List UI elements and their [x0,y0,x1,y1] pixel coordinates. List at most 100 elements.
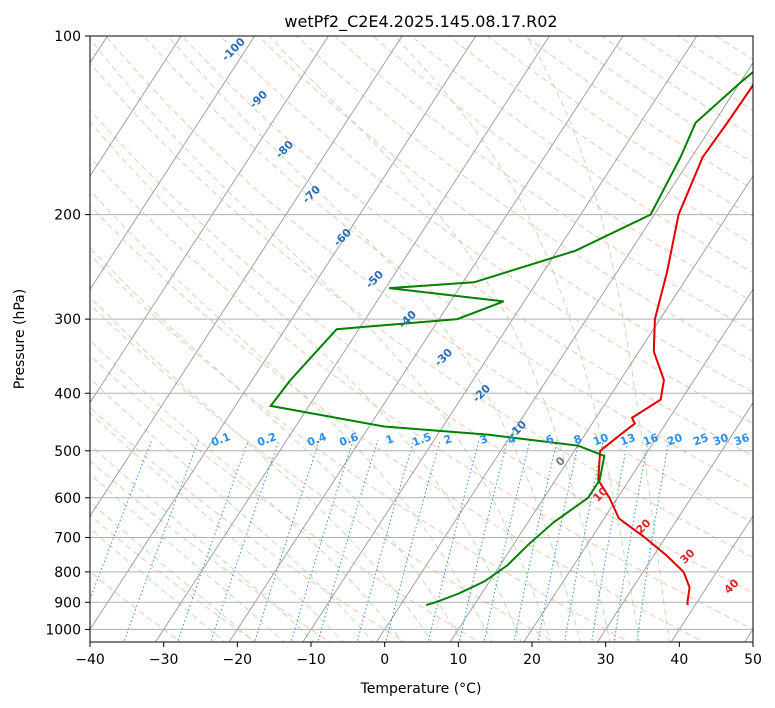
mixing-ratio-label: 0.2 [255,430,278,449]
x-tick-label: −10 [296,652,326,668]
moist-adiabat-line [90,527,226,642]
y-tick-label: 1000 [45,622,81,638]
temperature-label: 20 [634,516,654,536]
isotherm-label: -40 [396,308,419,331]
isotherm-line [90,36,477,631]
moist-adiabat-line [268,36,611,642]
mixing-ratio-line [537,440,580,642]
x-tick-label: 30 [597,652,615,668]
isotherm-line [744,628,753,642]
dry-adiabat-line [90,354,481,642]
mixing-ratio-line [254,440,320,642]
mixing-ratio-line [177,440,249,642]
y-tick-label: 200 [54,208,81,224]
y-axis-ticks: 100 200 300 400 500 600 700 800 900 1000 [45,29,90,638]
dry-adiabat-line [105,36,753,524]
line-labels: -100-90-80-70-60-50-40-30-20-10010203040… [209,35,751,597]
dry-adiabat-line [372,36,753,303]
x-tick-label: 10 [449,652,467,668]
dry-adiabat-line [90,62,753,558]
x-tick-label: −20 [223,652,253,668]
dry-adiabat-line [90,514,257,642]
y-tick-label: 900 [54,595,81,611]
dry-adiabat-line [90,109,753,594]
isotherm-line [90,36,403,517]
dry-adiabat-line [90,406,406,642]
mixing-ratio-line [90,440,153,601]
isotherm-label: -50 [363,268,386,291]
dry-adiabat-line [90,460,331,642]
mixing-ratio-line [210,440,280,642]
mixing-ratio-label: 2 [442,432,454,447]
dry-adiabat-line [90,156,753,630]
dewpoint-profile-line [268,70,753,607]
x-tick-label: 0 [380,652,389,668]
mixing-ratio-line [427,440,480,642]
temperature-profile-line [597,83,753,606]
isotherm-label: -30 [432,346,455,369]
isotherm-label: -80 [273,138,296,161]
y-tick-label: 500 [54,444,81,460]
mixing-ratio-label: 0.1 [209,430,232,449]
isotherm-line [523,288,753,642]
temperature-label: 0 [553,454,568,469]
mixing-ratio-label: 30 [711,431,730,449]
x-tick-label: −40 [75,652,105,668]
y-axis-label: Pressure (hPa) [12,289,28,389]
moist-adiabat-line [90,473,285,642]
dry-adiabat-line [143,36,753,490]
dry-adiabat-line [563,36,753,163]
temperature-label: 30 [678,546,698,566]
moist-adiabat-line [90,121,522,642]
mixing-ratio-line [591,440,629,642]
moist-adiabat-line [90,412,344,642]
mixing-ratio-line [385,440,441,642]
isotherm-line [375,61,753,642]
x-tick-label: −30 [149,652,179,668]
y-tick-label: 700 [54,531,81,547]
y-tick-label: 100 [54,29,81,45]
mixing-ratio-label: 10 [591,431,610,449]
isotherm-label: -60 [331,226,354,249]
dry-adiabat-line [296,36,753,362]
x-axis-label: Temperature (°C) [360,681,482,697]
mixing-ratio-label: 36 [732,431,751,449]
mixing-ratio-line [483,440,531,642]
moist-adiabat-line [90,501,255,642]
x-tick-label: 40 [670,652,688,668]
mixing-ratio-label: 13 [618,431,637,448]
isotherm-line [90,36,329,404]
moist-adiabat-line [90,377,374,642]
dry-adiabat-line [219,36,753,425]
moist-adiabat-line [90,247,463,642]
mixing-ratio-line [613,440,649,642]
mixing-ratio-label: 8 [572,432,584,447]
isotherm-line [302,36,698,642]
profile-lines [268,70,753,607]
isotherm-line [90,36,182,177]
chart-title: wetPf2_C2E4.2025.145.08.17.R02 [284,12,557,32]
isotherm-label: -70 [300,183,323,206]
isotherm-label: -20 [470,382,493,405]
moist-adiabat-line [90,444,315,642]
mixing-ratio-label: 0.4 [305,430,328,449]
mixing-ratio-label: 25 [691,431,710,448]
mixing-ratio-line [513,440,558,642]
moist-adiabat-line [526,36,670,642]
y-tick-label: 400 [54,386,81,402]
mixing-ratio-label: 0.6 [337,430,360,449]
mixing-ratio-label: 16 [641,431,660,449]
dry-adiabat-line [90,204,705,642]
mixing-ratio-line [458,440,508,642]
temperature-label: 40 [722,576,742,596]
y-tick-label: 800 [54,565,81,581]
mixing-ratio-label: 3 [478,432,490,447]
y-tick-label: 600 [54,491,81,507]
mixing-ratio-line [636,440,670,642]
moist-adiabat-line [394,36,641,642]
isotherm-line [670,515,753,642]
y-tick-label: 300 [54,312,81,328]
plot-frame [89,35,754,643]
background-lines [90,36,753,642]
